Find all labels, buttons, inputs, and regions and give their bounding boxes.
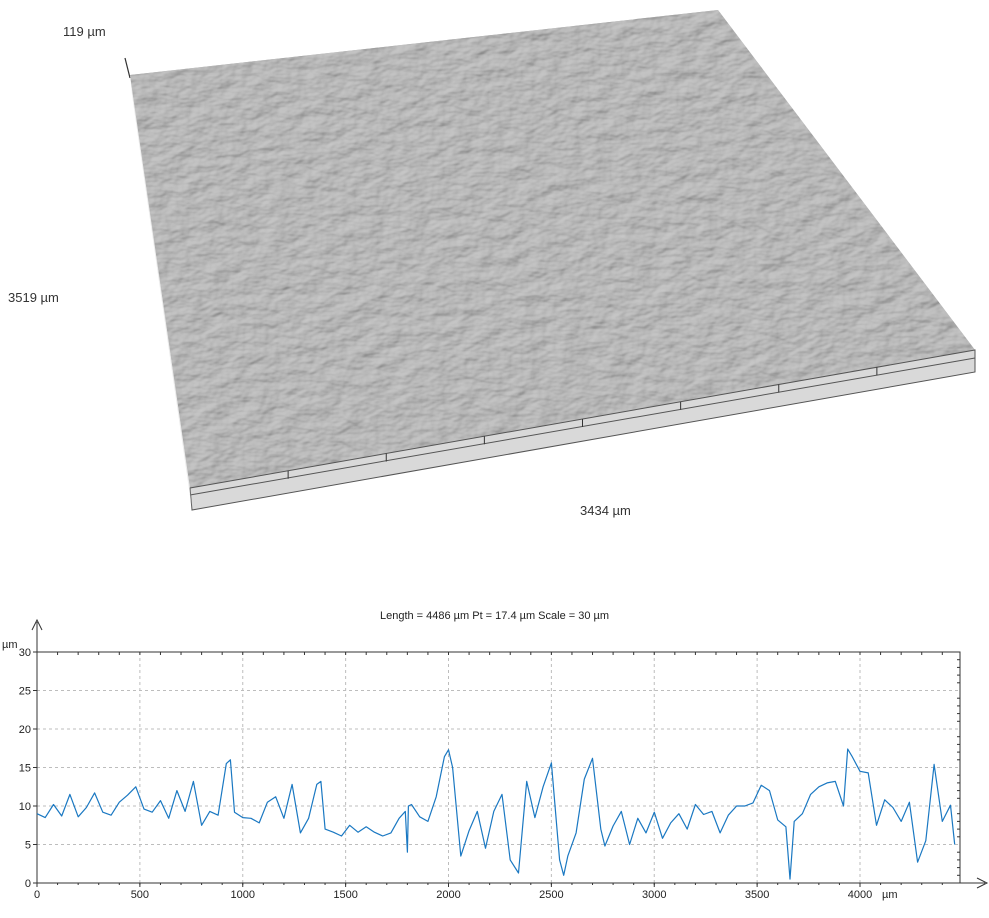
profile-plot: 0 5 10 15 20 25 30 0 500 1000 1500 2000 2500 3000 3500… [2,618,989,901]
y-unit-label: µm [2,639,18,651]
x-extent-label: 3434 µm [580,503,631,518]
x-tick-label: 3000 [642,889,666,901]
x-axis-arrowhead [976,877,989,889]
x-tick-label: 3500 [745,889,769,901]
profile-header: Length = 4486 µm Pt = 17.4 µm Scale = 30… [379,610,610,622]
x-tick-label: 1000 [231,889,255,901]
series-layer [36,748,956,880]
y-tick-label: 20 [19,724,31,736]
surface-side-face [130,75,192,510]
surface-3d-view: 119 µm 3519 µm 3434 µm [8,10,976,518]
surface-x-ticks [287,367,878,479]
surface-3d-image [124,10,976,511]
profile-chart: 0 5 10 15 20 25 30 0 500 1000 1500 2000 2500 3000 3500… [0,600,989,918]
x-tick-label: 500 [131,889,149,901]
y-tick-label: 10 [19,801,31,813]
y-tick-label: 25 [19,686,31,698]
x-tick-label: 1500 [333,889,357,901]
x-tick-label: 2500 [539,889,563,901]
x-tick-label: 4000 [848,889,872,901]
grid-layer [37,652,960,883]
y-tick-label: 30 [19,647,31,659]
x-tick-label: 0 [34,889,40,901]
x-tick-label: 2000 [436,889,460,901]
y-tick-label: 15 [19,763,31,775]
tick-label-layer: 0 5 10 15 20 25 30 0 500 1000 1500 2000 2500 3000 3500… [2,639,898,901]
y-axis-arrowhead [31,618,43,631]
y-extent-label: 3519 µm [8,290,59,305]
x-unit-label: µm [882,889,898,901]
axis-layer [31,618,989,889]
z-extent-label: 119 µm [63,24,106,39]
profile-series-line [36,748,956,880]
y-tick-label: 0 [25,878,31,890]
z-axis-line [124,57,131,79]
y-tick-label: 5 [25,840,31,852]
